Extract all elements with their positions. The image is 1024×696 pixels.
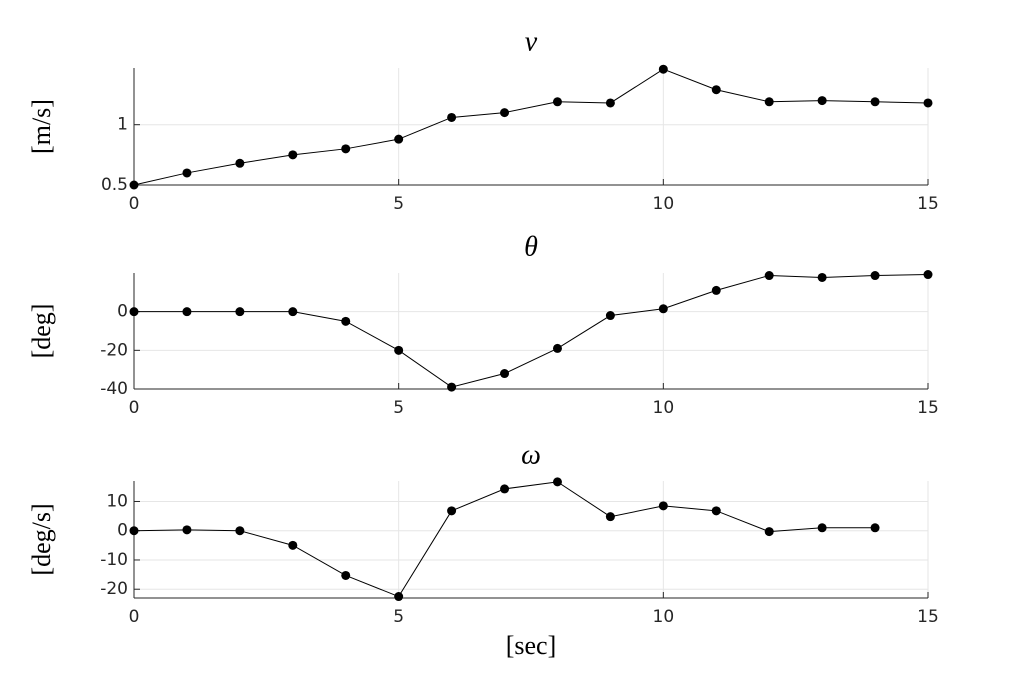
data-point [870, 523, 880, 533]
data-point [764, 271, 774, 281]
y-tick-label: 10 [106, 491, 128, 511]
x-tick-label: 5 [393, 398, 404, 418]
data-point [235, 158, 245, 168]
data-point [923, 98, 933, 108]
data-point [817, 523, 827, 533]
data-point [605, 98, 615, 108]
data-line [134, 274, 929, 388]
x-tick-label: 0 [129, 607, 140, 627]
y-tick-label: 0 [117, 521, 128, 541]
data-point [394, 345, 404, 355]
data-point [552, 477, 562, 487]
data-point [711, 285, 721, 295]
data-point [447, 112, 457, 122]
x-tick-label: 15 [917, 607, 939, 627]
data-point [500, 369, 510, 379]
data-point [764, 97, 774, 107]
x-tick-label: 10 [653, 607, 675, 627]
data-point [394, 592, 404, 602]
data-point [235, 526, 245, 536]
y-axis-label: [deg] [27, 304, 56, 359]
subplot-title: ω [521, 439, 541, 470]
x-tick-label: 5 [393, 194, 404, 214]
data-point [711, 85, 721, 95]
y-axis-label: [m/s] [27, 99, 56, 154]
y-tick-label: -20 [100, 579, 128, 599]
data-point [552, 97, 562, 107]
data-point [182, 168, 192, 178]
y-tick-label: -40 [100, 379, 128, 399]
data-point [129, 526, 139, 536]
data-point [711, 506, 721, 516]
data-point [129, 180, 139, 190]
data-point [870, 97, 880, 107]
x-tick-label: 5 [393, 607, 404, 627]
x-tick-label: 15 [917, 194, 939, 214]
data-point [817, 96, 827, 106]
y-axis-label: [deg/s] [27, 503, 56, 575]
data-point [764, 527, 774, 537]
data-point [605, 512, 615, 522]
data-point [341, 316, 351, 326]
x-tick-label: 15 [917, 398, 939, 418]
data-point [447, 382, 457, 392]
data-point [500, 484, 510, 494]
data-line [133, 481, 876, 598]
data-point [288, 540, 298, 550]
data-point [658, 64, 668, 74]
data-point [552, 343, 562, 353]
data-point [129, 307, 139, 317]
x-tick-label: 0 [129, 194, 140, 214]
data-point [182, 525, 192, 535]
data-point [658, 304, 668, 314]
x-tick-label: 0 [129, 398, 140, 418]
data-point [182, 307, 192, 317]
data-point [341, 144, 351, 154]
subplot-title: θ [524, 231, 538, 262]
x-tick-label: 10 [653, 398, 675, 418]
data-point [288, 150, 298, 160]
data-point [658, 501, 668, 511]
x-axis-label: [sec] [506, 631, 557, 660]
data-point [341, 570, 351, 580]
y-tick-label: 0 [117, 302, 128, 322]
data-point [235, 307, 245, 317]
y-tick-label: -10 [100, 550, 128, 570]
data-point [500, 108, 510, 118]
data-point [923, 270, 933, 280]
data-point [288, 307, 298, 317]
data-line [133, 68, 929, 186]
data-point [870, 271, 880, 281]
data-point [394, 134, 404, 144]
y-tick-label: 0.5 [101, 175, 128, 195]
data-point [447, 506, 457, 516]
y-tick-label: -20 [100, 340, 128, 360]
subplot-title: v [525, 26, 538, 57]
data-point [605, 311, 615, 321]
x-tick-label: 10 [653, 194, 675, 214]
data-point [817, 272, 827, 282]
y-tick-label: 1 [117, 115, 128, 135]
